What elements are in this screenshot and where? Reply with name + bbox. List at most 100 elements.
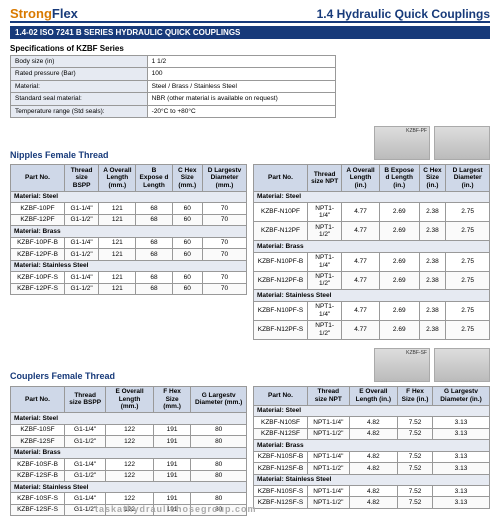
col-header: B Expose d Length (in.) bbox=[379, 165, 419, 191]
cell: NPT1-1/4" bbox=[308, 203, 342, 222]
table-row: KZBF-10SF-SG1-1/4"12219180 bbox=[11, 493, 247, 504]
cell: 68 bbox=[136, 249, 172, 260]
cell: 121 bbox=[99, 272, 136, 283]
cell: 70 bbox=[203, 237, 247, 248]
col-header: G Largestv Diameter (mm.) bbox=[191, 386, 247, 412]
cell: 4.77 bbox=[342, 301, 380, 320]
cell: G1-1/4" bbox=[65, 203, 99, 214]
spec-label: Temperature range (Std seals): bbox=[11, 105, 148, 117]
cell: KZBF-N12PF-B bbox=[254, 271, 308, 290]
cell: 4.82 bbox=[349, 463, 397, 474]
col-header: E Overall Length (in.) bbox=[349, 386, 397, 405]
table-row: KZBF-N10SF-BNPT1-1/4"4.827.523.13 bbox=[254, 451, 490, 462]
header-title: 1.4 Hydraulic Quick Couplings bbox=[317, 7, 490, 21]
cell: 121 bbox=[99, 237, 136, 248]
cell: 2.38 bbox=[419, 301, 446, 320]
spec-value: Steel / Brass / Stainless Steel bbox=[147, 80, 336, 92]
cell: KZBF-12PF bbox=[11, 214, 65, 225]
cell: 7.52 bbox=[398, 428, 433, 439]
cell: 191 bbox=[153, 493, 191, 504]
table-row: KZBF-10SF-BG1-1/4"12219180 bbox=[11, 459, 247, 470]
cell: 2.75 bbox=[446, 271, 490, 290]
cell: 2.69 bbox=[379, 271, 419, 290]
cell: 2.38 bbox=[419, 271, 446, 290]
thumb-image bbox=[374, 348, 430, 382]
cell: G1-1/4" bbox=[65, 272, 99, 283]
cell: G1-1/4" bbox=[65, 459, 106, 470]
cell: KZBF-10SF bbox=[11, 424, 65, 435]
material-row: Material: Brass bbox=[11, 226, 247, 237]
cell: KZBF-N10SF-B bbox=[254, 451, 308, 462]
table-row: KZBF-12PFG1-1/2"121686070 bbox=[11, 214, 247, 225]
cell: 80 bbox=[191, 436, 247, 447]
cell: KZBF-10PF-B bbox=[11, 237, 65, 248]
page: StrongFlex 1.4 Hydraulic Quick Couplings… bbox=[0, 0, 500, 522]
dual-table: Part No.Thread size BSPPA Overall Length… bbox=[10, 164, 490, 339]
section-head: Couplers Female Thread bbox=[10, 348, 490, 382]
cell: 3.13 bbox=[432, 451, 489, 462]
cell: KZBF-12SF-S bbox=[11, 504, 65, 515]
cell: 4.77 bbox=[342, 252, 380, 271]
table-row: KZBF-10PF-BG1-1/4"121686070 bbox=[11, 237, 247, 248]
cell: 4.77 bbox=[342, 320, 380, 339]
cell: KZBF-N10SF bbox=[254, 417, 308, 428]
cell: 2.75 bbox=[446, 203, 490, 222]
cell: 2.38 bbox=[419, 222, 446, 241]
cell: 4.82 bbox=[349, 451, 397, 462]
cell: 7.52 bbox=[398, 497, 433, 508]
col-header: B Expose d Length bbox=[136, 165, 172, 191]
cell: 3.13 bbox=[432, 463, 489, 474]
cell: NPT1-1/2" bbox=[308, 428, 350, 439]
cell: G1-1/2" bbox=[65, 436, 106, 447]
cell: G1-1/2" bbox=[65, 214, 99, 225]
thumb-image bbox=[434, 348, 490, 382]
table-row: KZBF-N10PFNPT1-1/4"4.772.692.382.75 bbox=[254, 203, 490, 222]
cell: 122 bbox=[106, 470, 153, 481]
cell: 70 bbox=[203, 283, 247, 294]
cell: 121 bbox=[99, 249, 136, 260]
cell: 4.82 bbox=[349, 428, 397, 439]
col-header: Thread size NPT bbox=[308, 386, 350, 405]
watermark: taskathydraulichosegroup.com bbox=[95, 504, 257, 514]
cell: 70 bbox=[203, 249, 247, 260]
cell: 2.38 bbox=[419, 203, 446, 222]
spec-label: Body size (in) bbox=[11, 56, 148, 68]
cell: KZBF-N12SF-S bbox=[254, 497, 308, 508]
spec-label: Rated pressure (Bar) bbox=[11, 68, 148, 80]
cell: KZBF-12PF-B bbox=[11, 249, 65, 260]
cell: 2.75 bbox=[446, 320, 490, 339]
material-row: Material: Stainless Steel bbox=[254, 474, 490, 485]
cell: 2.38 bbox=[419, 320, 446, 339]
cell: KZBF-N12SF-B bbox=[254, 463, 308, 474]
table-row: KZBF-12PF-BG1-1/2"121686070 bbox=[11, 249, 247, 260]
cell: 80 bbox=[191, 493, 247, 504]
cell: 7.52 bbox=[398, 451, 433, 462]
cell: NPT1-1/2" bbox=[308, 271, 342, 290]
table-row: KZBF-N12PFNPT1-1/2"4.772.692.382.75 bbox=[254, 222, 490, 241]
cell: KZBF-N10PF-S bbox=[254, 301, 308, 320]
cell: NPT1-1/4" bbox=[308, 252, 342, 271]
data-table: Part No.Thread size BSPPA Overall Length… bbox=[10, 164, 247, 295]
table-row: KZBF-N12SFNPT1-1/2"4.827.523.13 bbox=[254, 428, 490, 439]
col-header: C Hex Size (mm.) bbox=[172, 165, 203, 191]
cell: KZBF-N10PF-B bbox=[254, 252, 308, 271]
table-row: KZBF-12PF-SG1-1/2"121686070 bbox=[11, 283, 247, 294]
spec-label: Standard seal material: bbox=[11, 93, 148, 105]
spec-value: -20°C to +80°C bbox=[147, 105, 336, 117]
cell: 121 bbox=[99, 214, 136, 225]
cell: 3.13 bbox=[432, 417, 489, 428]
cell: 4.82 bbox=[349, 417, 397, 428]
cell: 122 bbox=[106, 493, 153, 504]
cell: 2.75 bbox=[446, 252, 490, 271]
cell: 4.82 bbox=[349, 497, 397, 508]
cell: 4.82 bbox=[349, 486, 397, 497]
cell: NPT1-1/4" bbox=[308, 486, 350, 497]
cell: 3.13 bbox=[432, 428, 489, 439]
cell: 3.13 bbox=[432, 486, 489, 497]
cell: NPT1-1/4" bbox=[308, 301, 342, 320]
cell: G1-1/4" bbox=[65, 424, 106, 435]
col-header: A Overall Length (in.) bbox=[342, 165, 380, 191]
cell: KZBF-12PF-S bbox=[11, 283, 65, 294]
col-header: Thread size BSPP bbox=[65, 165, 99, 191]
cell: NPT1-1/2" bbox=[308, 320, 342, 339]
